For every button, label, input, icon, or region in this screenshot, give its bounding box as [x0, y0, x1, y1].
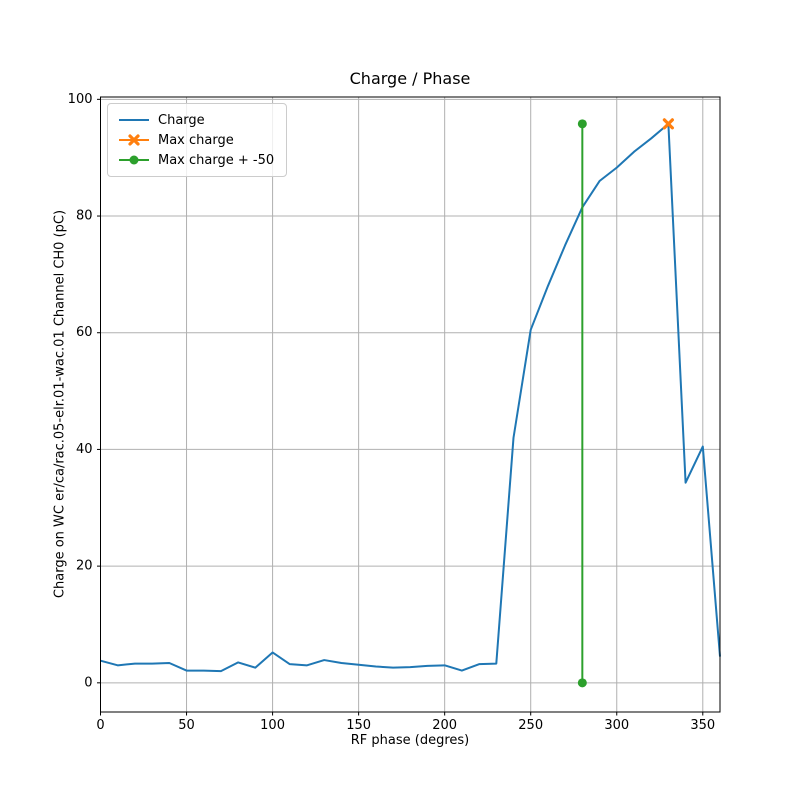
legend-item-max-charge-minus-50: Max charge + -50 [118, 150, 274, 170]
legend-item-max-charge: Max charge [118, 130, 274, 150]
x-tick-label: 50 [178, 718, 195, 733]
y-tick-label: 60 [76, 325, 93, 340]
legend-label-charge: Charge [158, 112, 205, 128]
legend: Charge Max charge Max charge + -50 [107, 103, 288, 177]
x-axis-label: RF phase (degres) [350, 733, 470, 748]
y-tick-label: 100 [68, 92, 93, 107]
y-axis-label: Charge on WC er/ca/rac.05-elr.01-wac.01 … [52, 209, 68, 599]
max-charge-minus-50-circle-marker-sample-icon [118, 152, 150, 168]
legend-item-charge: Charge [118, 110, 274, 130]
circle-marker-icon [577, 678, 587, 688]
x-tick-label: 100 [260, 718, 285, 733]
chart-title: Charge / Phase [349, 69, 471, 88]
series-max-charge [662, 118, 674, 130]
x-tick-label: 300 [604, 718, 629, 733]
y-tick-label: 80 [76, 209, 93, 224]
charge-line-sample-icon [118, 112, 150, 128]
y-tick-label: 40 [76, 442, 93, 457]
x-tick-label: 350 [690, 718, 715, 733]
x-tick-label: 200 [432, 718, 457, 733]
series-charge [100, 122, 721, 673]
legend-label-max-charge-minus-50: Max charge + -50 [158, 152, 275, 168]
circle-marker-icon [577, 119, 587, 129]
x-tick-label: 0 [96, 718, 104, 733]
y-tick-label: 20 [76, 559, 93, 574]
series-max-charge-50 [577, 119, 587, 688]
legend-label-max-charge: Max charge [158, 132, 234, 148]
max-charge-x-marker-sample-icon [118, 132, 150, 148]
plot-border [100, 96, 721, 713]
x-marker-icon [662, 118, 674, 130]
y-tick-label: 0 [84, 675, 92, 690]
x-tick-label: 250 [518, 718, 543, 733]
x-tick-label: 150 [346, 718, 371, 733]
